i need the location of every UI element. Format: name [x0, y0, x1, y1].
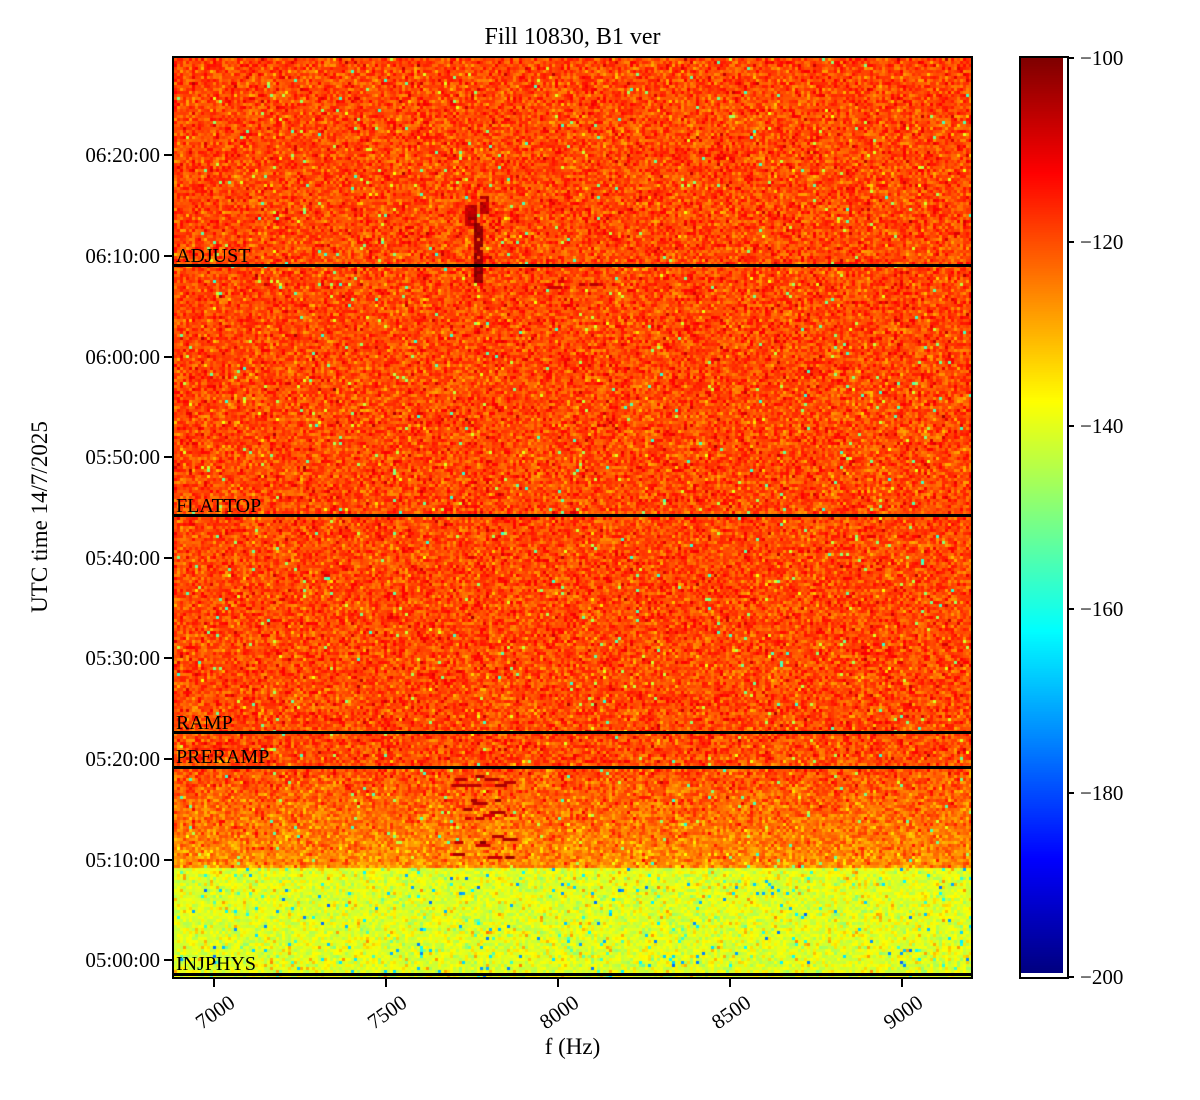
y-tick-label: 06:00:00: [85, 344, 160, 369]
y-tick-mark: [164, 858, 172, 861]
y-tick-label: 05:10:00: [85, 847, 160, 872]
y-tick-mark: [164, 355, 172, 358]
colorbar-tick-label: −100: [1080, 46, 1124, 70]
colorbar-tick-mark: [1067, 608, 1074, 611]
beam-mode-label-preramp: PRERAMP: [176, 746, 270, 769]
beam-mode-label-adjust: ADJUST: [176, 244, 251, 267]
beam-mode-line-flattop: [174, 514, 971, 518]
colorbar-tick-mark: [1067, 424, 1074, 427]
beam-mode-line-ramp: [174, 731, 971, 735]
colorbar-tick-label: −180: [1080, 781, 1124, 806]
colorbar-tick-label: −120: [1080, 229, 1124, 254]
colorbar: [1019, 56, 1069, 979]
x-tick-mark: [557, 979, 560, 987]
colorbar-gradient: [1021, 58, 1063, 973]
x-tick-mark: [901, 979, 904, 987]
beam-mode-line-injphys: [174, 972, 971, 976]
colorbar-tick-mark: [1067, 976, 1074, 978]
y-tick-mark: [164, 556, 172, 559]
colorbar-tick-mark: [1067, 792, 1074, 795]
y-tick-label: 06:10:00: [85, 243, 160, 268]
y-tick-label: 05:30:00: [85, 646, 160, 671]
beam-mode-label-injphys: INJPHYS: [176, 953, 257, 975]
y-tick-mark: [164, 154, 172, 157]
spectrogram-heatmap: [174, 58, 971, 977]
x-tick-mark: [212, 979, 215, 987]
y-tick-label: 05:20:00: [85, 746, 160, 771]
y-tick-label: 05:00:00: [85, 948, 160, 973]
y-tick-mark: [164, 959, 172, 962]
x-tick-mark: [384, 979, 387, 987]
x-axis-label: f (Hz): [544, 1034, 601, 1059]
y-tick-label: 05:50:00: [85, 445, 160, 470]
y-tick-mark: [164, 657, 172, 660]
y-tick-mark: [164, 254, 172, 257]
y-tick-mark: [164, 757, 172, 760]
beam-mode-label-ramp: RAMP: [176, 711, 233, 734]
y-tick-mark: [164, 456, 172, 459]
colorbar-tick-label: −200: [1080, 965, 1124, 989]
y-tick-label: 06:20:00: [85, 143, 160, 168]
beam-mode-line-adjust: [174, 264, 971, 268]
colorbar-tick-label: −140: [1080, 413, 1124, 438]
colorbar-tick-mark: [1067, 240, 1074, 243]
y-tick-label: 05:40:00: [85, 545, 160, 570]
colorbar-tick-mark: [1067, 57, 1074, 59]
x-tick-mark: [729, 979, 732, 987]
beam-mode-line-preramp: [174, 765, 971, 769]
colorbar-tick-label: −160: [1080, 597, 1124, 622]
plot-title: Fill 10830, B1 ver: [484, 24, 661, 50]
beam-mode-label-flattop: FLATTOP: [176, 494, 262, 517]
plot-area: ADJUST FLATTOP RAMP PRERAMP INJPHYS: [174, 58, 971, 977]
